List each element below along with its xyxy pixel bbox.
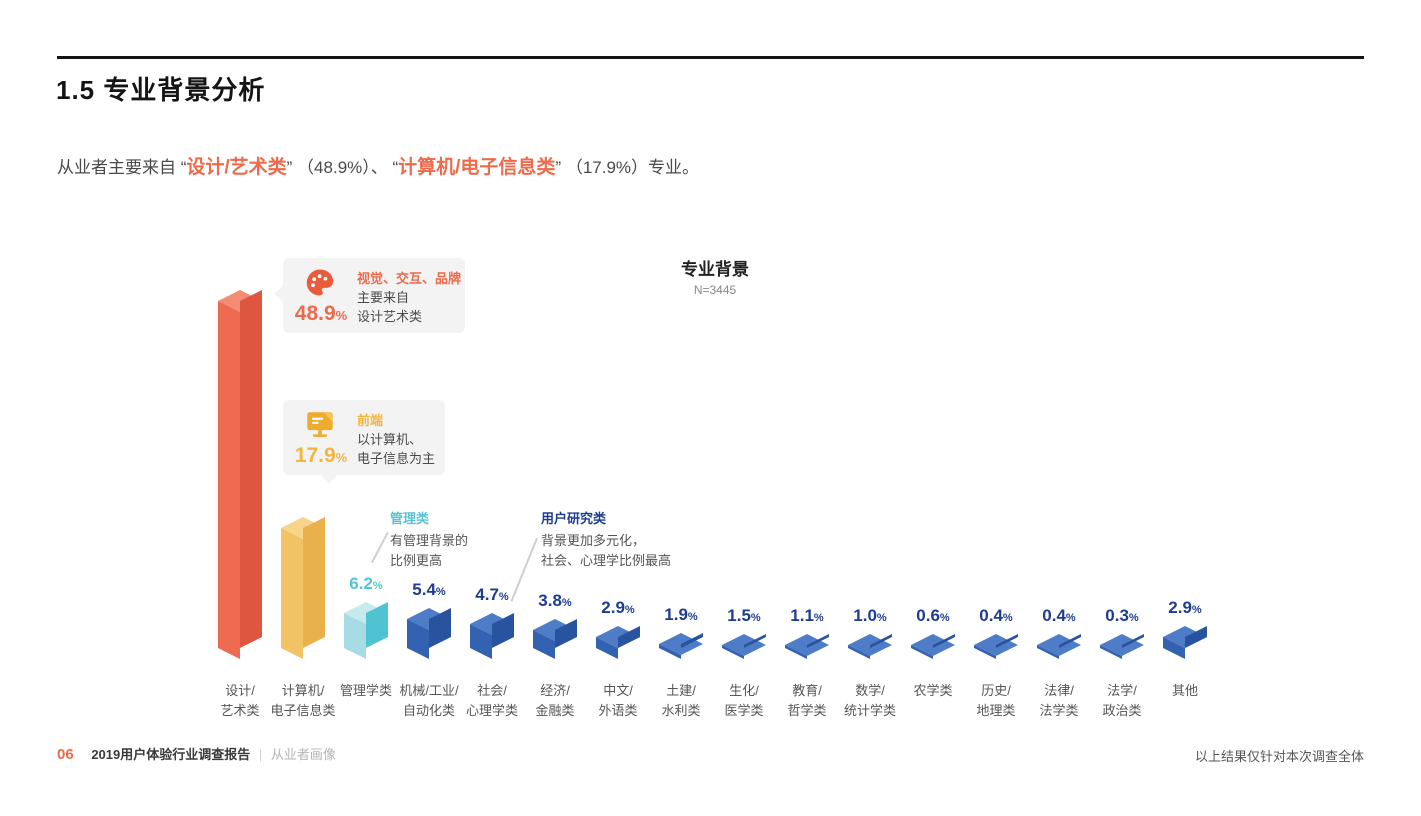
- callout-text: 视觉、交互、品牌 主要来自 设计艺术类: [357, 269, 461, 326]
- annotation-line-text: 背景更加多元化，: [541, 533, 646, 548]
- bar-law-legal: 0.4%: [1037, 606, 1081, 660]
- bar-value-label: 2.9%: [1168, 598, 1202, 617]
- bar-left-face: [218, 301, 240, 660]
- bar-right-face: [240, 289, 262, 648]
- top-divider: [57, 56, 1364, 59]
- category-label: 生化/医学类: [724, 683, 764, 718]
- callout-title: 前端: [357, 413, 384, 428]
- footer-divider: |: [258, 747, 263, 762]
- callout-line: 设计艺术类: [357, 309, 423, 324]
- annotation-title: 用户研究类: [541, 511, 607, 526]
- summary-sentence: 从业者主要来自 “设计/艺术类” （48.9%）、 “计算机/电子信息类” （1…: [57, 152, 699, 179]
- bar-value-label: 0.4%: [979, 606, 1013, 625]
- category-label: 设计/艺术类: [220, 683, 260, 718]
- bar-value-label: 1.1%: [790, 606, 824, 625]
- category-label: 法律/法学类: [1039, 683, 1079, 718]
- bar-value-label: 6.2%: [349, 574, 383, 593]
- callout-percentage: 17.9%: [294, 444, 348, 467]
- category-label: 农学类: [913, 683, 953, 698]
- bar-value-label: 1.5%: [727, 606, 761, 625]
- category-label: 管理学类: [339, 683, 392, 698]
- monitor-icon: [304, 409, 336, 446]
- bar-law-politics: 0.3%: [1100, 606, 1144, 660]
- page-number: 06: [57, 746, 74, 763]
- bar-value-label: 2.9%: [601, 598, 635, 617]
- bar-left-face: [281, 528, 303, 660]
- bar-economics-finance: 3.8%: [533, 591, 577, 660]
- annotation-title: 管理类: [390, 511, 430, 526]
- bar-computer-einfo: [281, 516, 325, 660]
- footer-note: 以上结果仅针对本次调查全体: [1194, 749, 1364, 764]
- category-label: 法学/政治类: [1102, 683, 1142, 718]
- summary-text: 从业者主要来自 “: [57, 158, 187, 177]
- callout-frontend: 17.9% 前端 以计算机、 电子信息为主: [283, 400, 445, 484]
- bar-history-geography: 0.4%: [974, 606, 1018, 660]
- summary-highlight-design: 设计/艺术类: [186, 157, 287, 178]
- callout-pointer-left: [274, 286, 283, 302]
- bar-math-statistics: 1.0%: [848, 606, 892, 660]
- annotation-management: 管理类 有管理背景的 比例更高: [390, 509, 468, 571]
- bar-other: 2.9%: [1163, 598, 1207, 660]
- category-label: 历史/地理类: [976, 683, 1016, 718]
- callout-title: 视觉、交互、品牌: [357, 271, 462, 286]
- bar-value-label: 0.3%: [1105, 606, 1139, 625]
- chart-title: 专业背景: [681, 260, 749, 279]
- bar-management: 6.2%: [344, 574, 388, 660]
- page-title: 1.5 专业背景分析: [56, 75, 266, 105]
- category-label: 数学/统计学类: [843, 683, 896, 718]
- category-label: 土建/水利类: [661, 683, 701, 718]
- callout-design: 48.9% 视觉、交互、品牌 主要来自 设计艺术类: [274, 258, 465, 333]
- annotation-line-text: 有管理背景的: [390, 533, 469, 548]
- bar-value-label: 0.6%: [916, 606, 950, 625]
- category-label: 经济/金融类: [535, 683, 575, 718]
- bar-value-label: 1.9%: [664, 605, 698, 624]
- bar-value-label: 0.4%: [1042, 606, 1076, 625]
- callout-line: 以计算机、: [357, 432, 423, 447]
- annotation-user-research: 用户研究类 背景更加多元化， 社会、心理学比例最高: [541, 509, 671, 571]
- callout-percentage: 48.9%: [294, 302, 348, 325]
- bar-agronomy: 0.6%: [911, 606, 955, 660]
- bar-bio-medical: 1.5%: [722, 606, 766, 660]
- bar-education-philosophy: 1.1%: [785, 606, 829, 660]
- bar-value-label: 1.0%: [853, 606, 887, 625]
- callout-text: 前端 以计算机、 电子信息为主: [357, 411, 435, 468]
- report-name: 2019用户体验行业调查报告: [91, 747, 251, 762]
- bar-value-label: 5.4%: [412, 580, 446, 599]
- callout-line: 电子信息为主: [357, 451, 436, 466]
- summary-text: ” （17.9%）专业。: [555, 158, 700, 177]
- bar-value-label: 3.8%: [538, 591, 572, 610]
- bar-chinese-foreign-language: 2.9%: [596, 598, 640, 660]
- sample-size-note: N=3445: [693, 283, 737, 297]
- callout-pointer-down: [321, 475, 337, 484]
- annotation-line-text: 比例更高: [390, 553, 443, 568]
- bar-social-psychology: 4.7%: [470, 585, 514, 660]
- summary-text: ” （48.9%）、 “: [286, 158, 399, 177]
- annotation-line-text: 社会、心理学比例最高: [541, 553, 672, 568]
- category-label: 社会/心理学类: [465, 683, 518, 718]
- bar-value-label: 4.7%: [475, 585, 509, 604]
- category-label: 机械/工业/自动化类: [399, 683, 459, 718]
- bar-mechanical-industrial-automation: 5.4%: [407, 580, 451, 660]
- summary-highlight-computer: 计算机/电子信息类: [398, 157, 556, 178]
- category-label: 教育/哲学类: [787, 683, 827, 718]
- category-label: 计算机/电子信息类: [270, 683, 336, 718]
- category-label: 其他: [1171, 683, 1198, 698]
- bar-design-art: [218, 289, 262, 660]
- palette-icon: [304, 267, 336, 304]
- callout-line: 主要来自: [357, 290, 410, 305]
- bar-civil-hydraulic: 1.9%: [659, 605, 703, 660]
- category-label: 中文/外语类: [598, 683, 638, 718]
- section-name: 从业者画像: [270, 747, 336, 762]
- footer-left: 06 2019用户体验行业调查报告 | 从业者画像: [57, 744, 336, 763]
